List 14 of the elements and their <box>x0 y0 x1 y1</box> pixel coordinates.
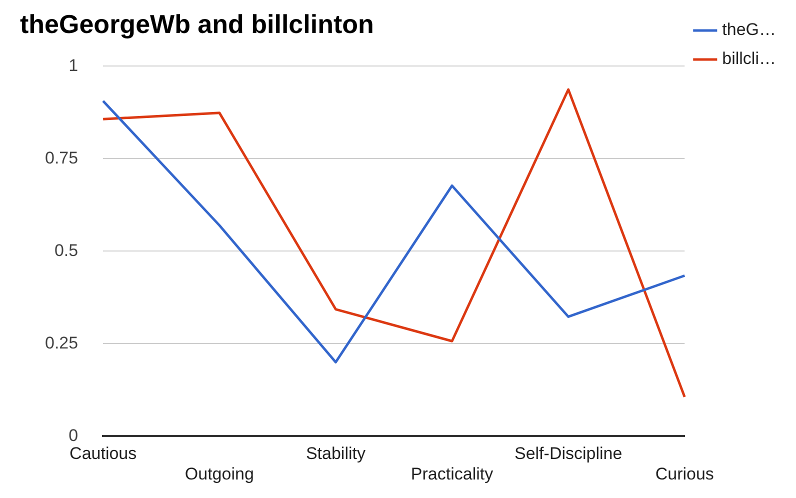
y-tick-label: 0.25 <box>44 333 78 352</box>
x-tick-label: Stability <box>306 444 366 464</box>
x-tick-label: Curious <box>655 464 714 484</box>
y-tick-label: 1 <box>68 56 78 75</box>
x-tick-label: Practicality <box>410 464 494 484</box>
y-tick-label: 0.5 <box>54 240 78 260</box>
x-tick-label: Cautious <box>70 444 137 464</box>
y-tick-label: 0.75 <box>44 148 78 168</box>
legend-label: billcli… <box>722 49 776 68</box>
y-tick-label: 0 <box>68 426 78 445</box>
legend-label: theG… <box>722 20 776 40</box>
x-tick-label: Outgoing <box>184 464 254 484</box>
chart-title: theGeorgeWb and billclinton <box>20 8 374 39</box>
x-tick-label: Self-Discipline <box>514 444 622 464</box>
